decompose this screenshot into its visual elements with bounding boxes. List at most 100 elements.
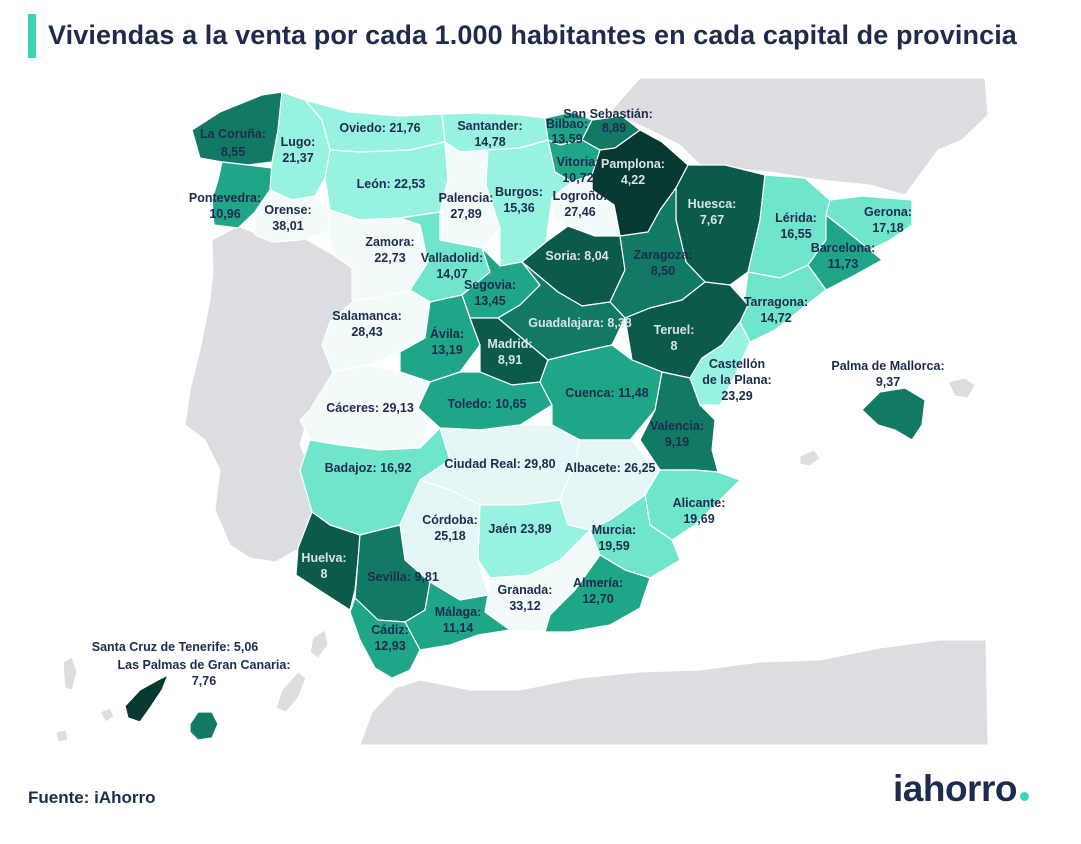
province-label: 10,72 <box>562 171 593 185</box>
province-label: Valencia: <box>650 419 704 433</box>
province-label: Teruel: <box>654 323 695 337</box>
province-label: 9,37 <box>876 375 900 389</box>
province-label: Segovia: <box>464 278 516 292</box>
province-cuenca <box>539 344 663 441</box>
province-label: Zamora: <box>365 235 414 249</box>
province-label: Vitoria: <box>557 155 600 169</box>
province-label: 16,55 <box>780 227 811 241</box>
province-pontevedra <box>211 161 273 229</box>
province-burgos <box>485 139 573 267</box>
province-label: Logroño: <box>553 189 608 203</box>
la-palma-land <box>62 656 78 691</box>
province-label: Las Palmas de Gran Canaria: <box>118 658 291 672</box>
lanzarote-land <box>309 629 329 659</box>
page-title: Viviendas a la venta por cada 1.000 habi… <box>48 20 1017 50</box>
province-label: Ávila: <box>430 326 464 341</box>
province-label: Huelva: <box>301 551 346 565</box>
province-label: 27,89 <box>450 207 481 221</box>
province-label: 22,73 <box>374 251 405 265</box>
province-label: 13,59 <box>551 132 582 146</box>
province-label: Sevilla: 9,81 <box>367 570 439 584</box>
province-label: Burgos: <box>495 185 543 199</box>
province-label: Toledo: 10,65 <box>448 397 527 411</box>
province-label: 13,19 <box>431 343 462 357</box>
province-label: 11,73 <box>828 257 859 271</box>
province-label: Zaragoza: <box>633 248 692 262</box>
province-labels: La Coruña: 8,55 Lugo: 21,37 Oviedo: 21,76 San… <box>92 107 945 688</box>
africa-land <box>359 639 989 746</box>
province-label: Albacete: 26,25 <box>564 461 655 475</box>
province-label: Madrid: <box>487 337 532 351</box>
province-label: Almería: <box>573 576 623 590</box>
province-label: Palencia: <box>439 191 494 205</box>
province-malaga <box>404 581 511 651</box>
province-label: Cáceres: 29,13 <box>326 401 414 415</box>
province-label: Oviedo: 21,76 <box>339 121 420 135</box>
province-label: 23,29 <box>721 389 752 403</box>
province-label: 21,37 <box>282 151 313 165</box>
province-palma-de-mallorca <box>861 387 926 441</box>
province-orense <box>254 189 331 243</box>
province-label: Murcia: <box>592 523 636 537</box>
province-label: Soria: 8,04 <box>545 249 608 263</box>
province-label: Lugo: <box>281 135 316 149</box>
province-label: de la Plana: <box>702 373 771 387</box>
province-label: 12,70 <box>582 592 613 606</box>
province-label: Santander: <box>457 119 522 133</box>
province-label: Ciudad Real: 29,80 <box>444 457 555 471</box>
province-label: Castellón <box>709 357 765 371</box>
province-label: Pontevedra: <box>189 191 261 205</box>
province-label: Alicante: <box>673 496 726 510</box>
province-label: San Sebastián: <box>563 107 653 121</box>
province-las-palmas <box>189 711 219 741</box>
province-label: 4,22 <box>621 173 645 187</box>
province-santa-cruz-de-tenerife <box>124 674 169 723</box>
province-palencia <box>439 141 501 249</box>
province-label: 33,12 <box>509 599 540 613</box>
ibiza-land <box>799 449 821 467</box>
logo-dot-icon <box>1019 792 1029 801</box>
province-label: Tarragona: <box>744 295 808 309</box>
province-label: Bilbao: <box>546 117 588 131</box>
province-label: Palma de Mallorca: <box>831 359 944 373</box>
source-text: Fuente: iAhorro <box>28 788 156 807</box>
province-label: 8,50 <box>651 264 675 278</box>
menorca-land <box>947 377 976 399</box>
province-label: 15,36 <box>503 201 534 215</box>
gomera-land <box>99 707 115 723</box>
province-label: 8,91 <box>498 353 522 367</box>
province-label: Salamanca: <box>332 309 401 323</box>
province-cadiz <box>349 597 421 679</box>
province-label: 8,55 <box>221 145 245 159</box>
province-logrono <box>551 174 621 237</box>
province-label: Cuenca: 11,48 <box>565 386 648 400</box>
province-label: 14,78 <box>474 135 505 149</box>
province-label: Pamplona: <box>601 157 665 171</box>
province-label: 25,18 <box>434 529 465 543</box>
title-accent-bar <box>28 14 36 58</box>
province-label: Valladolid: <box>421 251 484 265</box>
province-label: Orense: <box>264 203 311 217</box>
province-label: Cádiz: <box>371 623 409 637</box>
province-almeria <box>544 554 651 633</box>
province-label: Badajoz: 16,92 <box>325 461 412 475</box>
province-label: 19,59 <box>598 539 629 553</box>
province-label: Córdoba: <box>422 513 478 527</box>
province-label: Málaga: <box>435 605 482 619</box>
provinces <box>124 91 926 741</box>
province-label: 28,43 <box>351 325 382 339</box>
province-label: 7,67 <box>700 213 724 227</box>
iahorro-logo: iahorro <box>893 768 1029 810</box>
province-label: 14,07 <box>436 267 467 281</box>
province-label: 9,19 <box>665 435 689 449</box>
province-salamanca <box>321 289 431 373</box>
province-label: 17,18 <box>872 221 903 235</box>
province-label: Lérida: <box>775 211 817 225</box>
france-land <box>609 77 989 196</box>
province-label: Huesca: <box>688 197 737 211</box>
province-label: Barcelona: <box>811 241 876 255</box>
province-label: La Coruña: <box>200 127 266 141</box>
province-label: 11,14 <box>443 621 474 635</box>
province-huelva <box>295 511 361 611</box>
